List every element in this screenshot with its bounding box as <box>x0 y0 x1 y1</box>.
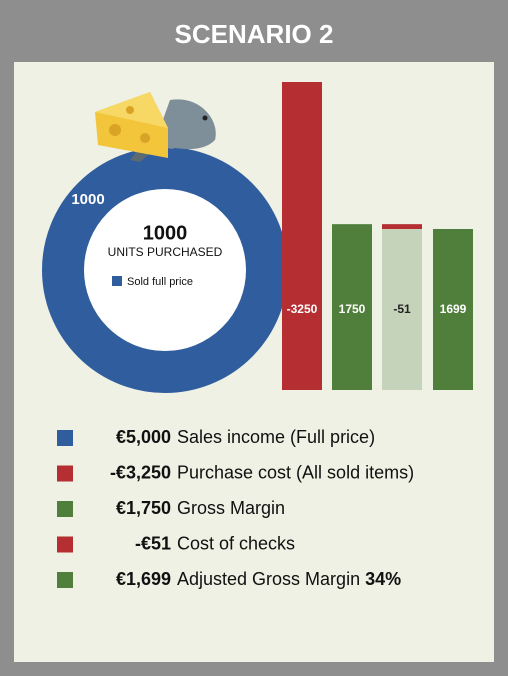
title: SCENARIO 2 <box>175 19 334 49</box>
bar-value-label: 1750 <box>339 302 366 316</box>
row-label-text: Gross Margin <box>177 498 285 518</box>
bar-base <box>382 228 422 390</box>
row-label: Cost of checks <box>177 533 295 553</box>
legend-label: Sold full price <box>127 276 193 288</box>
donut-value-label: 1000 <box>71 191 104 208</box>
row-amount: €1,750 <box>116 498 171 518</box>
row-label-text: Cost of checks <box>177 533 295 553</box>
row-label: Adjusted Gross Margin 34% <box>177 569 401 589</box>
row-swatch <box>57 430 73 446</box>
bar <box>433 228 473 390</box>
bar <box>282 82 322 390</box>
row-label-text: Sales income (Full price) <box>177 427 375 447</box>
row-swatch <box>57 465 73 482</box>
bar <box>332 224 372 390</box>
center-label: UNITS PURCHASED <box>108 245 223 259</box>
legend-swatch <box>112 276 122 286</box>
row-amount: €1,699 <box>116 569 171 589</box>
row-label: Purchase cost (All sold items) <box>177 462 414 482</box>
row-swatch <box>57 501 73 517</box>
bar-value-label: 1699 <box>440 302 467 316</box>
row-amount: -€51 <box>135 533 171 553</box>
row-label-text: Adjusted Gross Margin <box>177 569 360 589</box>
illustration <box>95 92 216 162</box>
row-label-text: Purchase cost (All sold items) <box>177 462 414 482</box>
row-label: Sales income (Full price) <box>177 427 375 447</box>
row-label: Gross Margin <box>177 498 285 518</box>
donut-ring <box>42 147 288 393</box>
row-percent: 34% <box>365 569 401 589</box>
bars-group: -3250 1750 -51 1699 <box>282 82 473 390</box>
row-amount: -€3,250 <box>110 462 171 482</box>
row-swatch <box>57 536 73 553</box>
bar <box>382 224 422 229</box>
row-amount: €5,000 <box>116 427 171 447</box>
rows-group: €5,000 Sales income (Full price) -€3,250 Pu… <box>57 427 414 589</box>
bar-value-label: -51 <box>393 302 411 316</box>
bar-value-label: -3250 <box>287 302 318 316</box>
row-swatch <box>57 572 73 588</box>
center-value: 1000 <box>143 222 188 244</box>
